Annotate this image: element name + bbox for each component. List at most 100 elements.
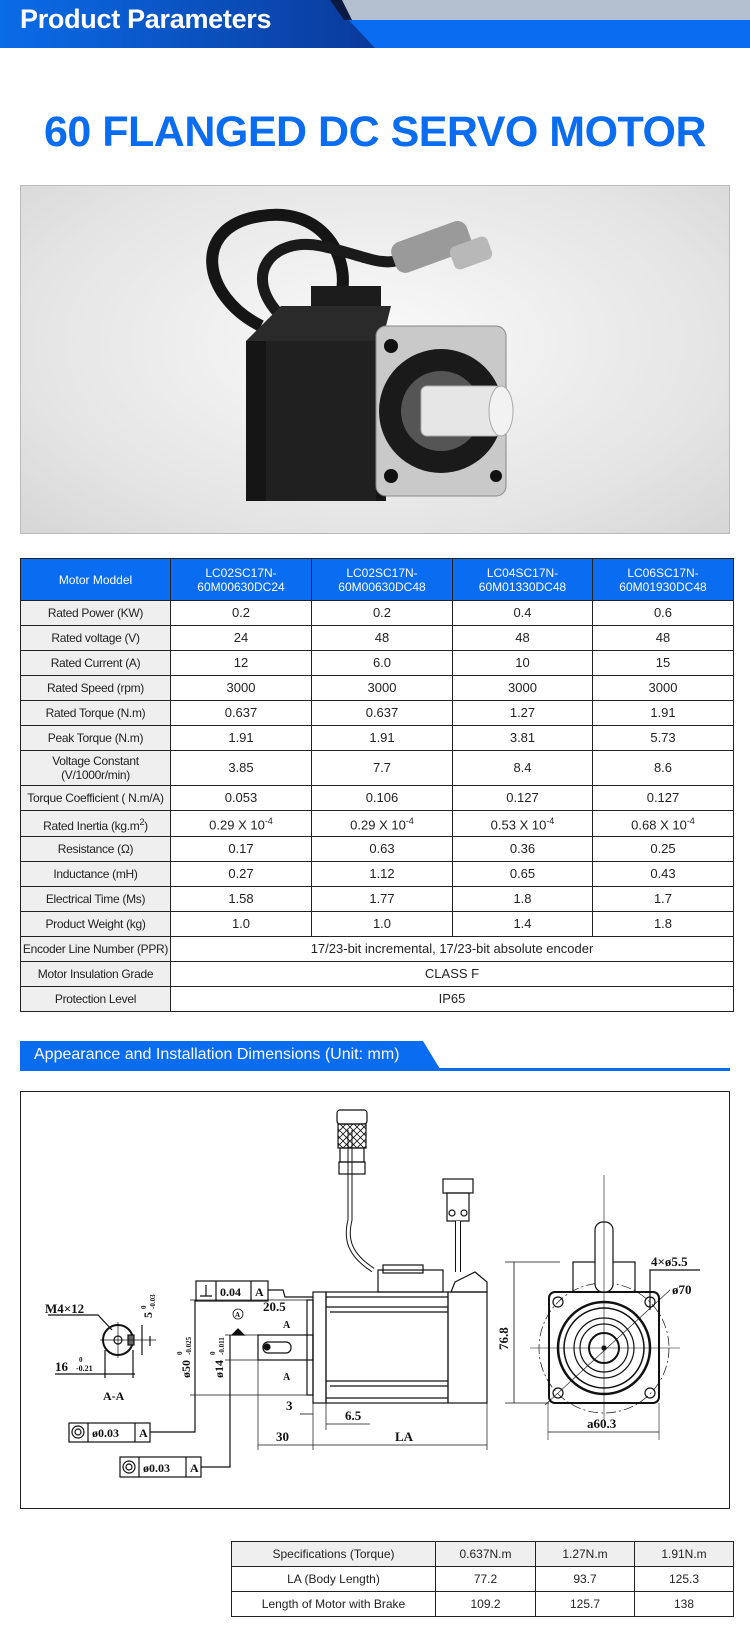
table-cell: 10: [452, 650, 593, 676]
table-cell: 1.8: [452, 886, 593, 912]
table-cell: 6.0: [311, 650, 453, 676]
table-cell: 1.0: [170, 911, 312, 937]
table-cell: 1.77: [311, 886, 453, 912]
table-cell: 0.127: [592, 785, 734, 811]
table-row: Rated Current (A) 12 6.0 10 15: [20, 650, 734, 676]
table-cell: 0.27: [170, 861, 312, 887]
table-cell: 0.25: [592, 836, 734, 862]
table-cell: 0.63: [311, 836, 453, 862]
table-cell: Product Weight (kg): [20, 911, 171, 937]
table-cell: 0.2: [311, 600, 453, 626]
table-cell: 1.27N.m: [535, 1541, 635, 1567]
svg-text:6.5: 6.5: [345, 1408, 362, 1423]
table-row: Length of Motor with Brake 109.2 125.7 138: [231, 1591, 734, 1617]
table-cell: 1.0: [311, 911, 453, 937]
table-cell: 0.29 X 10-4: [311, 810, 453, 837]
table-cell: Rated Inertia (kg.m2): [20, 810, 171, 837]
table-cell: Rated Torque (N.m): [20, 700, 171, 726]
section-view: M4×12 5 0 -0.03 16 0 -0.21 A-A: [45, 1294, 157, 1403]
table-row: Inductance (mH) 0.27 1.12 0.65 0.43: [20, 861, 734, 887]
table-row: Peak Torque (N.m) 1.91 1.91 3.81 5.73: [20, 725, 734, 751]
table-cell: 0.17: [170, 836, 312, 862]
dimensions-section-header: [20, 1041, 730, 1071]
table-cell: Rated Power (KW): [20, 600, 171, 626]
table-row: Encoder Line Number (PPR) 17/23-bit incre…: [20, 936, 734, 962]
table-cell: 0.36: [452, 836, 593, 862]
table-row: Protection Level IP65: [20, 986, 734, 1012]
table-row: Voltage Constant (V/1000r/min) 3.85 7.7 8.4…: [20, 750, 734, 786]
table-cell: Rated voltage (V): [20, 625, 171, 651]
table-cell: LC06SC17N-60M01930DC48: [592, 558, 734, 601]
concentricity-frame-2: ø0.03 A: [119, 1335, 231, 1478]
key-height-lower-tol: -0.21: [76, 1364, 93, 1373]
table-cell: Motor Moddel: [20, 558, 171, 601]
table-cell: Motor Insulation Grade: [20, 961, 171, 987]
table-cell: LC02SC17N-60M00630DC48: [311, 558, 453, 601]
table-cell: IP65: [170, 986, 734, 1012]
table-cell: 3.85: [170, 750, 312, 786]
table-cell: 0.637: [170, 700, 312, 726]
table-cell: 1.7: [592, 886, 734, 912]
table-cell: 0.29 X 10-4: [170, 810, 312, 837]
key-width-upper-tol: 0: [140, 1305, 148, 1309]
table-cell: Resistance (Ω): [20, 836, 171, 862]
dimensions-table: Specifications (Torque) 0.637N.m 1.27N.m 1.…: [231, 1541, 734, 1617]
table-cell: Peak Torque (N.m): [20, 725, 171, 751]
table-cell: 1.4: [452, 911, 593, 937]
table-cell: Encoder Line Number (PPR): [20, 936, 171, 962]
svg-text:20.5: 20.5: [263, 1299, 286, 1314]
table-cell: Torque Coefficient ( N.m/A): [20, 785, 171, 811]
table-cell: 0.6: [592, 600, 734, 626]
key-width-label: 5: [141, 1312, 155, 1318]
table-cell: 1.27: [452, 700, 593, 726]
svg-text:A: A: [255, 1285, 264, 1299]
table-cell: Voltage Constant (V/1000r/min): [20, 750, 171, 786]
table-cell: 48: [311, 625, 453, 651]
table-cell: 1.58: [170, 886, 312, 912]
pilot-upper-tol: 0: [176, 1351, 184, 1355]
table-cell: Protection Level: [20, 986, 171, 1012]
table-cell: 17/23-bit incremental, 17/23-bit absolut…: [170, 936, 734, 962]
product-photo: [20, 185, 730, 534]
table-cell: 8.4: [452, 750, 593, 786]
table-row: Rated Power (KW) 0.2 0.2 0.4 0.6: [20, 600, 734, 626]
table-cell: Electrical Time (Ms): [20, 886, 171, 912]
table-cell: 3000: [452, 675, 593, 701]
table-cell: 125.7: [535, 1591, 635, 1617]
table-cell: LA (Body Length): [231, 1566, 436, 1592]
table-cell: 48: [592, 625, 734, 651]
table-cell: 0.4: [452, 600, 593, 626]
side-view: ø50 0 -0.025 ø14 0 -0.011 A 20.5 A A 3 6…: [176, 1109, 488, 1450]
svg-text:76.8: 76.8: [496, 1327, 511, 1350]
table-cell: 109.2: [435, 1591, 536, 1617]
section-label: A-A: [103, 1389, 125, 1403]
table-cell: 0.053: [170, 785, 312, 811]
key-height-label: 16: [55, 1359, 69, 1374]
table-cell: 48: [452, 625, 593, 651]
table-cell: Length of Motor with Brake: [231, 1591, 436, 1617]
table-cell: 5.73: [592, 725, 734, 751]
table-cell: 12: [170, 650, 312, 676]
pilot-diameter-label: ø50: [179, 1360, 193, 1378]
table-cell: 0.53 X 10-4: [452, 810, 593, 837]
svg-text:ø0.03: ø0.03: [143, 1461, 170, 1475]
svg-text:4×ø5.5: 4×ø5.5: [651, 1254, 688, 1269]
table-cell: 1.91: [311, 725, 453, 751]
svg-text:A: A: [139, 1426, 148, 1440]
table-row: Rated Speed (rpm) 3000 3000 3000 3000: [20, 675, 734, 701]
table-cell: CLASS F: [170, 961, 734, 987]
key-height-upper-tol: 0: [79, 1356, 83, 1364]
table-cell: 15: [592, 650, 734, 676]
svg-text:LA: LA: [395, 1429, 414, 1444]
shaft-diameter-label: ø14: [212, 1360, 226, 1378]
table-cell: 125.3: [634, 1566, 734, 1592]
pilot-lower-tol: -0.025: [185, 1336, 193, 1355]
svg-text:A: A: [283, 1372, 291, 1383]
svg-text:30: 30: [276, 1429, 289, 1444]
svg-text:A: A: [190, 1461, 199, 1475]
key-width-lower-tol: -0.03: [149, 1294, 157, 1309]
table-cell: Rated Speed (rpm): [20, 675, 171, 701]
table-cell: LC02SC17N-60M00630DC24: [170, 558, 312, 601]
table-cell: 0.637: [311, 700, 453, 726]
table-cell: 8.6: [592, 750, 734, 786]
